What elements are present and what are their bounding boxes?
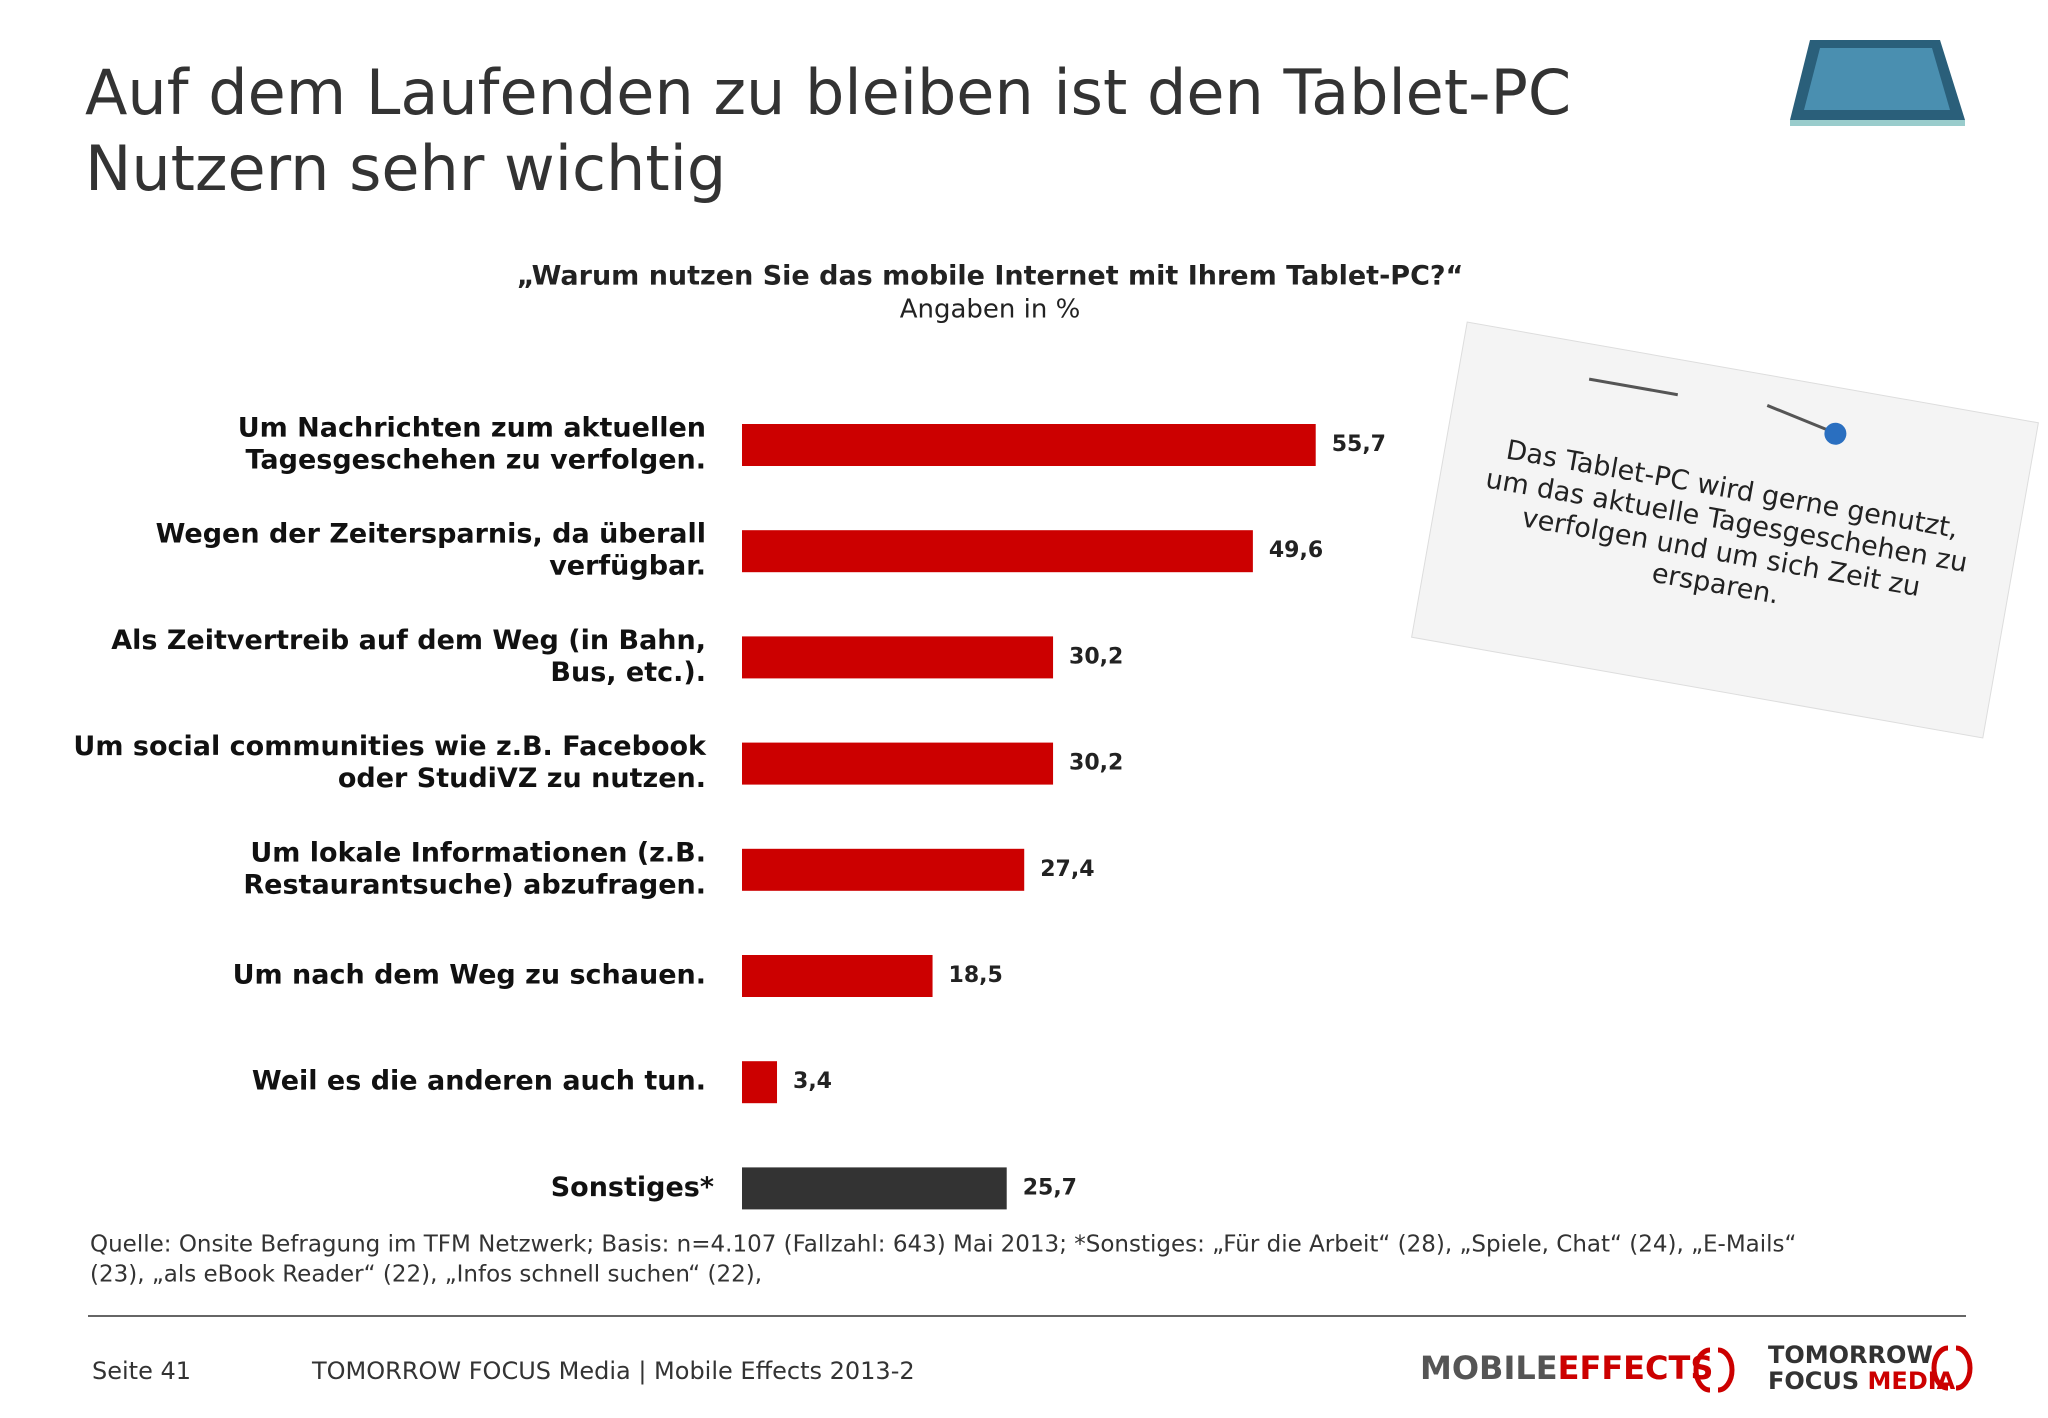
logo-mobile-effects: MOBILEEFFECTS [1420, 1349, 1713, 1387]
category-label: Als Zeitvertreib auf dem Weg (in Bahn, [111, 625, 706, 656]
source: Quelle: Onsite Befragung im TFM Netzwerk… [90, 1232, 1796, 1288]
value-label: 49,6 [1269, 538, 1323, 563]
bar [742, 742, 1054, 785]
source-line: (23), „als eBook Reader“ (22), „Infos sc… [90, 1262, 762, 1288]
value-label: 25,7 [1023, 1175, 1077, 1200]
tablet-icon [1790, 40, 1965, 126]
category-label: Um nach dem Weg zu schauen. [233, 960, 706, 991]
category-label: Um lokale Informationen (z.B. [250, 837, 706, 868]
value-label: 27,4 [1040, 857, 1094, 882]
bar [742, 636, 1054, 679]
bar [742, 848, 1025, 891]
category-label: Wegen der Zeitersparnis, da überall [156, 519, 706, 550]
logo-tomorrow: TOMORROW [1768, 1341, 1933, 1369]
category-label: Tagesgeschehen zu verfolgen. [245, 445, 706, 476]
logo-focus-media: FOCUS MEDIA [1768, 1367, 1956, 1395]
value-label: 30,2 [1069, 644, 1123, 669]
category-label: Sonstiges* [551, 1172, 714, 1203]
category-label: Bus, etc.). [550, 657, 706, 688]
category-label: verfügbar. [549, 551, 706, 582]
title: Auf dem Laufenden zu bleiben ist den Tab… [85, 56, 1571, 205]
category-label: Weil es die anderen auch tun. [252, 1066, 706, 1097]
source-line: Quelle: Onsite Befragung im TFM Netzwerk… [90, 1232, 1796, 1258]
title-line: Nutzern sehr wichtig [85, 132, 726, 205]
bar [742, 1061, 778, 1104]
category-label: Um social communities wie z.B. Facebook [73, 731, 707, 762]
bar [742, 955, 933, 997]
value-label: 30,2 [1069, 751, 1123, 776]
category-label: oder StudiVZ zu nutzen. [338, 763, 706, 794]
value-label: 18,5 [949, 963, 1003, 988]
category-label: Um Nachrichten zum aktuellen [238, 413, 706, 444]
title-line: Auf dem Laufenden zu bleiben ist den Tab… [85, 56, 1571, 129]
pin [1824, 422, 1847, 445]
bar [742, 1167, 1007, 1210]
value-label: 3,4 [793, 1069, 832, 1094]
bar [742, 530, 1253, 573]
publisher: TOMORROW FOCUS Media | Mobile Effects 20… [311, 1357, 915, 1385]
bars: Um Nachrichten zum aktuellenTagesgescheh… [73, 413, 1386, 1210]
question: „Warum nutzen Sie das mobile Internet mi… [517, 261, 1464, 292]
note-card: Das Tablet-PC wird gerne genutzt,um das … [1411, 321, 2039, 739]
value-label: 55,7 [1332, 432, 1386, 457]
subtitle: Angaben in % [900, 295, 1081, 325]
category-label: Restaurantsuche) abzufragen. [243, 869, 706, 900]
page-number: Seite 41 [92, 1357, 191, 1385]
note-paper [1411, 321, 2039, 739]
bar [742, 424, 1316, 466]
